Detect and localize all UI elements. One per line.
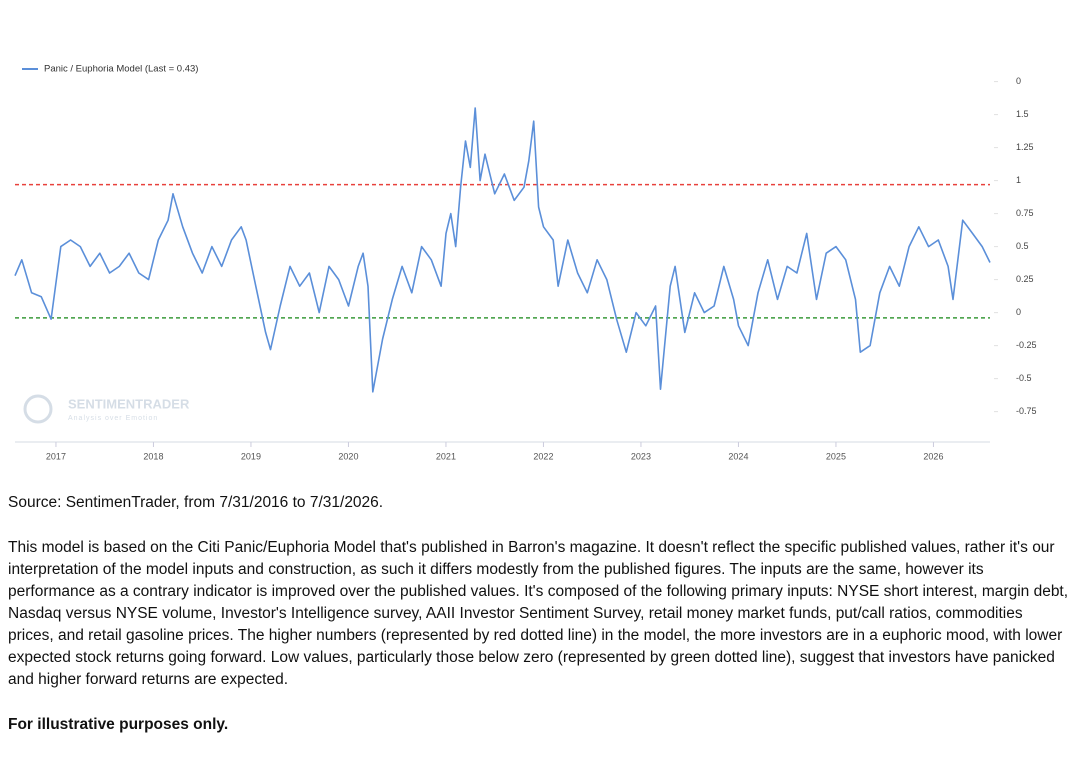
x-tick-label: 2017 (46, 451, 66, 461)
description: This model is based on the Citi Panic/Eu… (8, 539, 1069, 688)
note: For illustrative purposes only. (8, 716, 229, 733)
watermark: SENTIMENTRADER Analysis over Emotion (23, 394, 190, 424)
x-tick-label: 2021 (436, 451, 456, 461)
x-tick-label: 2022 (533, 451, 553, 461)
x-tick-label: 2024 (728, 451, 748, 461)
watermark-tagline: Analysis over Emotion (68, 415, 158, 422)
legend-label: Panic / Euphoria Model (Last = 0.43) (44, 64, 198, 75)
y-tick-label: 0 (1016, 76, 1021, 86)
y-tick-label: 0 (1016, 307, 1021, 317)
y-tick-label: 1.5 (1016, 109, 1029, 119)
data-line (14, 107, 991, 393)
x-tick-label: 2025 (826, 451, 846, 461)
source: Source: SentimenTrader, from 7/31/2016 t… (8, 494, 384, 511)
x-tick-label: 2023 (631, 451, 651, 461)
y-tick-label: 0.5 (1016, 241, 1029, 251)
watermark-icon (23, 394, 53, 424)
y-tick-label: 0.25 (1016, 274, 1034, 284)
chart: SENTIMENTRADER Analysis over Emotion Pan… (14, 64, 1037, 461)
x-tick-label: 2020 (338, 451, 358, 461)
y-tick-label: -0.25 (1016, 340, 1037, 350)
y-tick-label: 1.25 (1016, 142, 1034, 152)
x-tick-label: 2019 (241, 451, 261, 461)
y-tick-label: 1 (1016, 175, 1021, 185)
x-tick-label: 2026 (923, 451, 943, 461)
x-tick-label: 2018 (143, 451, 163, 461)
y-tick-label: -0.75 (1016, 406, 1037, 416)
watermark-text: SENTIMENTRADER (68, 396, 190, 411)
y-tick-label: 0.75 (1016, 208, 1034, 218)
y-tick-label: -0.5 (1016, 373, 1032, 383)
